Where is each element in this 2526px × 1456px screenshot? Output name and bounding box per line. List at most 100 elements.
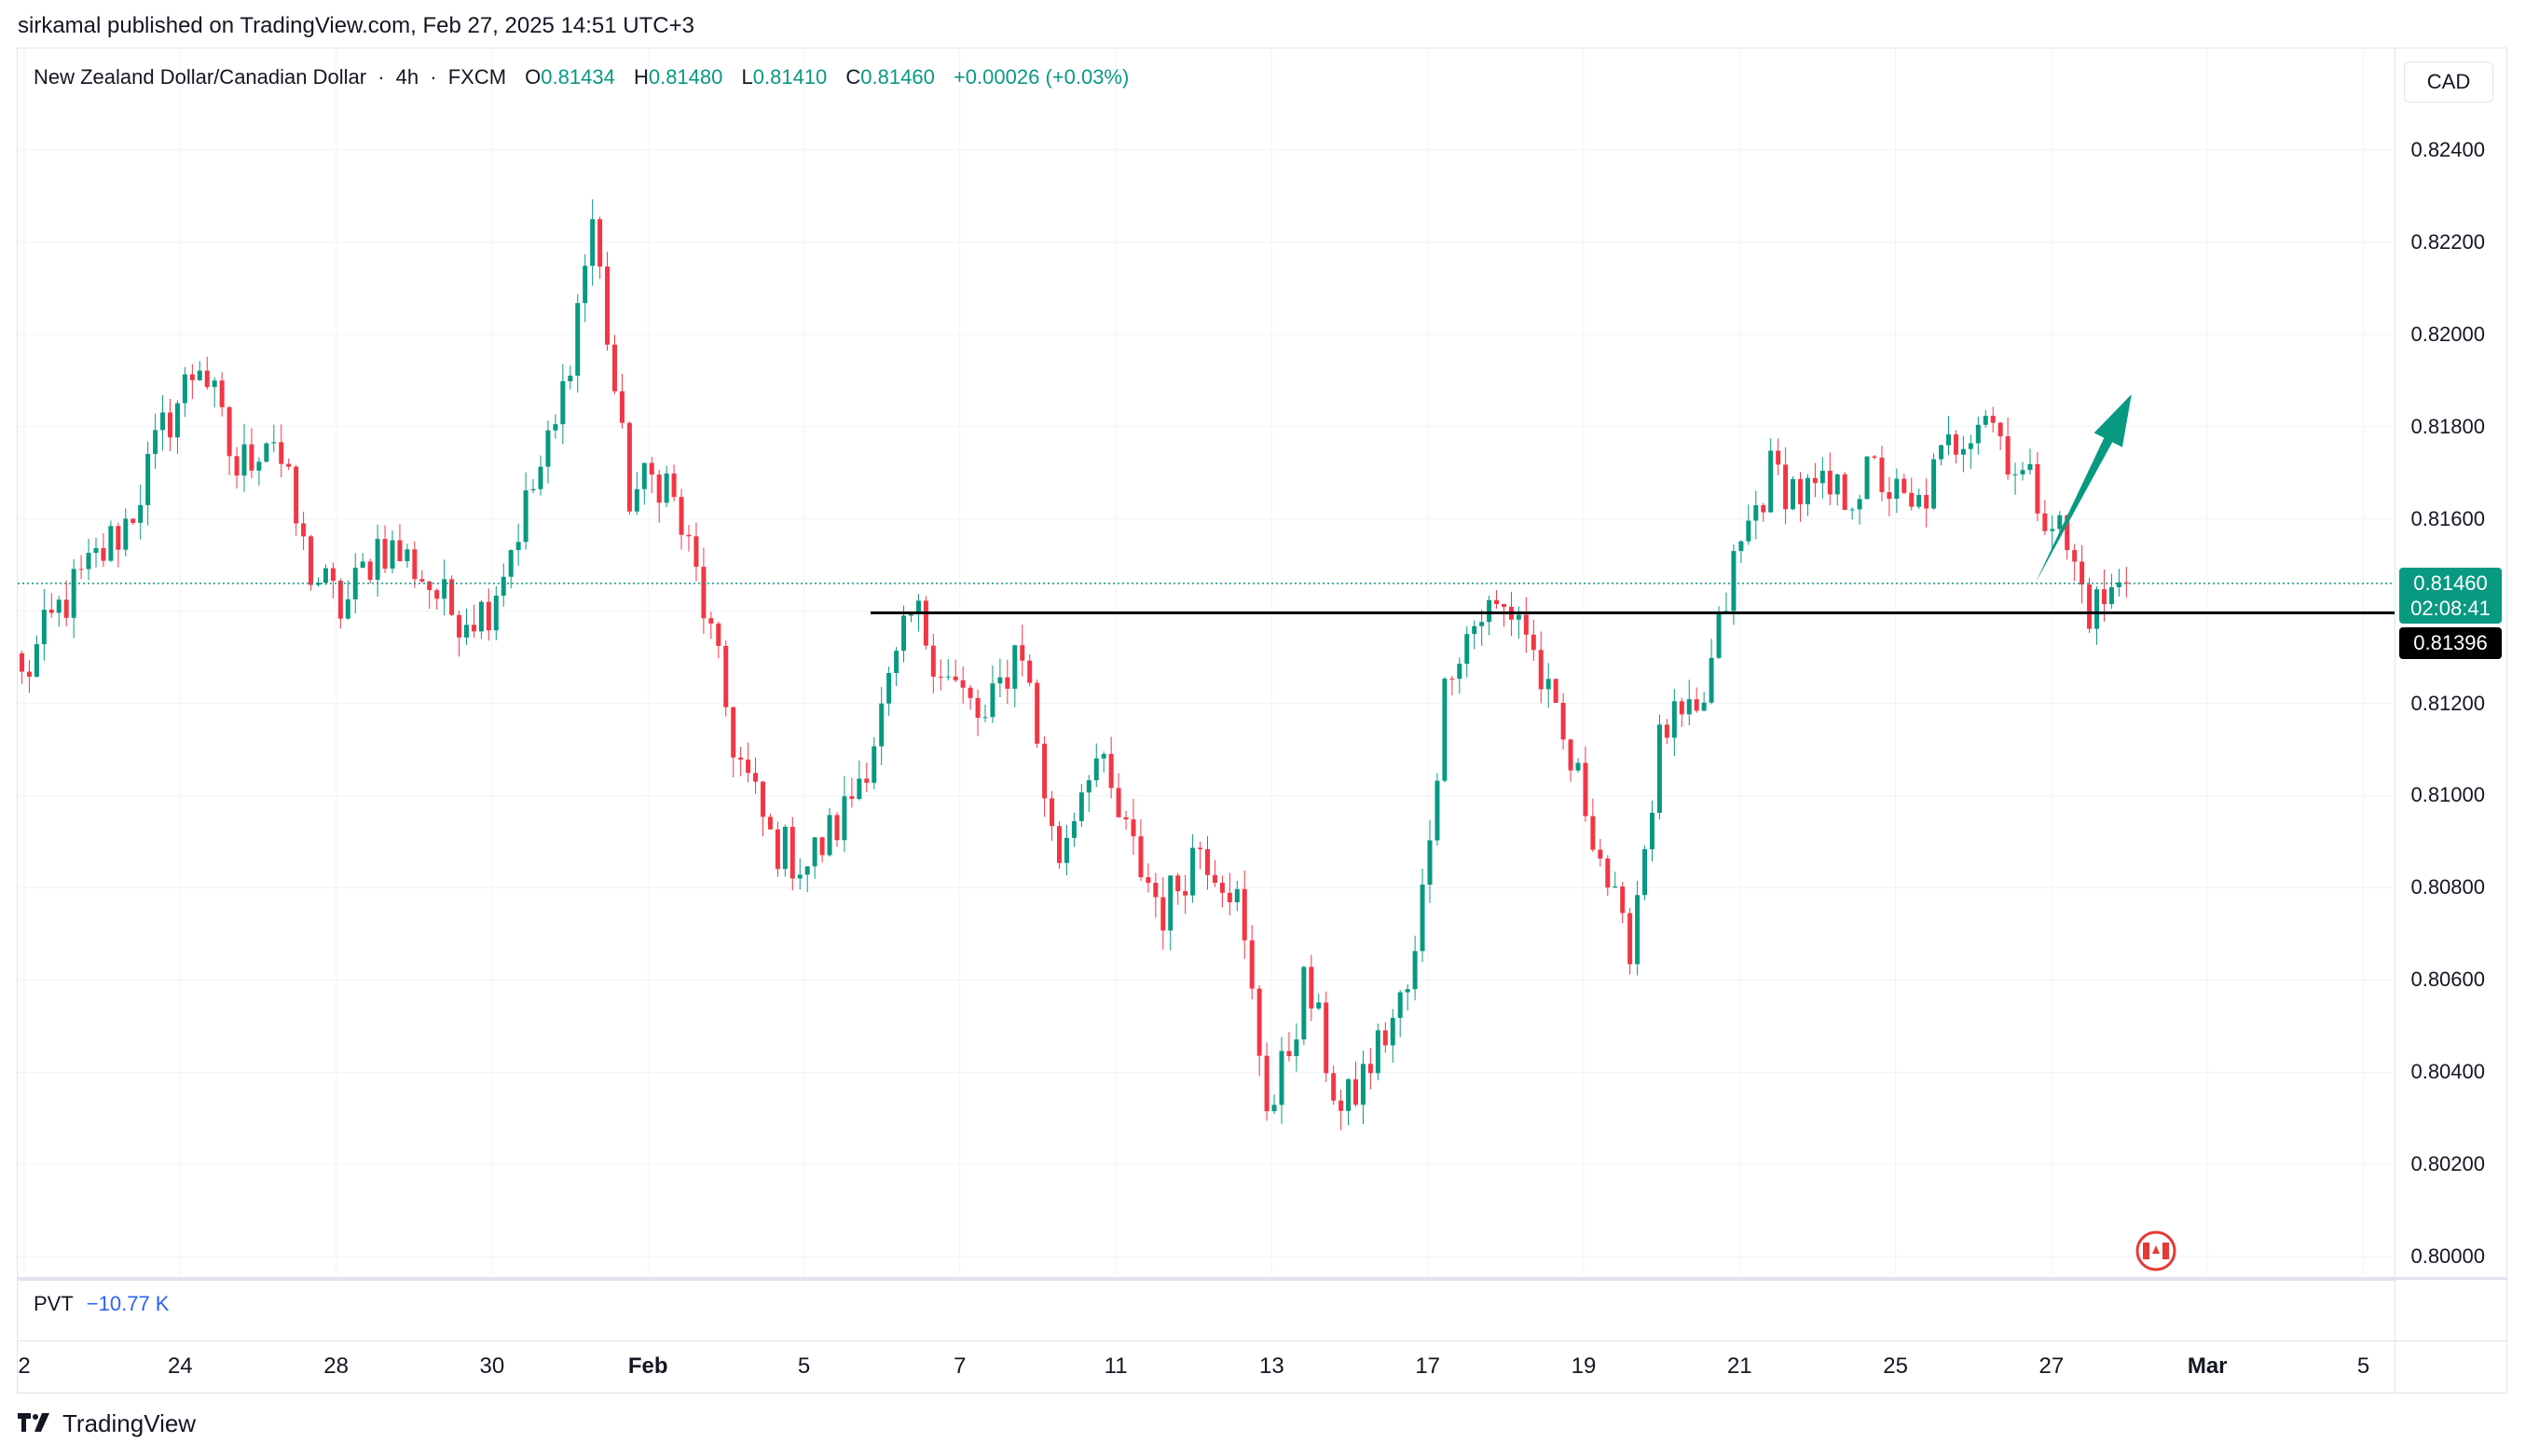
candle-body — [1457, 664, 1462, 680]
candle-body — [2072, 550, 2078, 562]
tradingview-brand[interactable]: TradingView — [18, 1409, 196, 1438]
candle-body — [1309, 967, 1314, 1009]
candle-body — [849, 796, 855, 800]
candle-body — [1960, 448, 1966, 455]
candle-body — [1375, 1030, 1380, 1074]
price-tick-label: 0.81800 — [2410, 414, 2485, 438]
candle-body — [1834, 474, 1840, 495]
candle-body — [1894, 478, 1900, 500]
candle-body — [1339, 1100, 1344, 1111]
candle-body — [1405, 989, 1410, 993]
candle-body — [375, 539, 380, 580]
candle-body — [1568, 739, 1573, 771]
interval-label[interactable]: 4h — [395, 65, 419, 89]
candle-body — [1168, 875, 1174, 931]
price-tick-label: 0.81200 — [2410, 691, 2485, 715]
candle-body — [405, 549, 410, 562]
candle-body — [2087, 584, 2093, 629]
candle-body — [2035, 463, 2040, 514]
candle-body — [1101, 753, 1106, 759]
candle-body — [789, 827, 795, 879]
candle-body — [1798, 478, 1803, 504]
legend-dot: · — [378, 65, 385, 89]
price-tick-label: 0.80200 — [2410, 1152, 2485, 1176]
candle-body — [1605, 858, 1611, 888]
candle-body — [1968, 443, 1973, 449]
candle-body — [2080, 561, 2085, 585]
currency-button[interactable]: CAD — [2404, 62, 2493, 103]
candle-body — [1331, 1073, 1337, 1101]
candle-body — [1146, 877, 1151, 884]
symbol-name[interactable]: New Zealand Dollar/Canadian Dollar — [34, 65, 367, 89]
candle-body — [1153, 883, 1159, 898]
candle-body — [1086, 780, 1091, 793]
candle-body — [738, 757, 744, 760]
candle-body — [501, 576, 506, 597]
candle-body — [641, 462, 647, 489]
open-value: 0.81434 — [541, 65, 615, 89]
candle-body — [212, 380, 217, 388]
candle-body — [538, 466, 543, 489]
candle-body — [1212, 874, 1217, 883]
candle-body — [723, 645, 729, 707]
candle-body — [1776, 450, 1781, 465]
candle-body — [1553, 679, 1558, 704]
candle-body — [1279, 1051, 1284, 1106]
candle-body — [797, 874, 803, 879]
candle-body — [515, 542, 521, 551]
time-tick-label: Feb — [627, 1353, 668, 1379]
pvt-pane[interactable] — [18, 1280, 2395, 1340]
close-key: C — [845, 65, 861, 89]
pane-separator[interactable] — [18, 1277, 2506, 1280]
candle-body — [671, 474, 677, 498]
candle-body — [1864, 456, 1870, 500]
candle-body — [234, 456, 240, 476]
candle-body — [553, 424, 558, 431]
candle-body — [71, 569, 76, 618]
candle-body — [1390, 1017, 1395, 1046]
candle-body — [1819, 471, 1825, 484]
candle-body — [442, 579, 447, 599]
candle-body — [1301, 967, 1307, 1040]
candle-body — [1242, 888, 1247, 941]
candle-body — [938, 676, 943, 678]
candle-body — [879, 703, 885, 747]
candle-body — [464, 625, 469, 638]
candle-body — [1449, 679, 1455, 680]
candle-body — [367, 561, 373, 580]
price-pane[interactable] — [18, 48, 2395, 1275]
candle-body — [1027, 660, 1033, 683]
candle-body — [1909, 492, 1915, 507]
candle-body — [1879, 457, 1885, 492]
candle-body — [568, 376, 573, 382]
price-axis[interactable]: 0.82400 0.82200 0.82000 0.81800 0.81600 0.814… — [2396, 48, 2507, 1275]
candle-body — [1064, 837, 1069, 863]
bar-countdown: 02:08:41 — [2410, 597, 2491, 620]
candle-body — [886, 673, 892, 704]
candle-body — [686, 534, 692, 537]
candle-body — [419, 579, 425, 582]
pvt-name[interactable]: PVT — [34, 1292, 74, 1315]
candle-body — [41, 610, 47, 645]
candle-body — [1071, 820, 1077, 838]
candle-body — [1249, 940, 1255, 989]
candle-body — [108, 526, 114, 561]
time-tick-label: 13 — [1259, 1353, 1284, 1379]
candle-body — [138, 504, 144, 523]
candle-body — [775, 829, 780, 870]
candle-body — [174, 403, 180, 438]
maple-leaf — [2152, 1245, 2160, 1254]
candle-body — [78, 569, 84, 570]
candle-body — [649, 462, 654, 475]
candle-body — [2027, 463, 2033, 471]
candle-body — [2065, 515, 2070, 551]
candle-body — [1842, 474, 1847, 510]
candle-body — [1931, 459, 1937, 509]
price-tick-label: 0.80600 — [2410, 968, 2485, 992]
time-axis[interactable]: 2 24 28 30 Feb 5 7 11 13 17 19 21 25 27 Mar 5 — [18, 1342, 2395, 1393]
candle-body — [1538, 650, 1544, 690]
time-tick-label: 2 — [18, 1353, 31, 1379]
candle-body — [1042, 743, 1048, 799]
candle-body — [1108, 753, 1114, 789]
candle-body — [1420, 885, 1425, 952]
